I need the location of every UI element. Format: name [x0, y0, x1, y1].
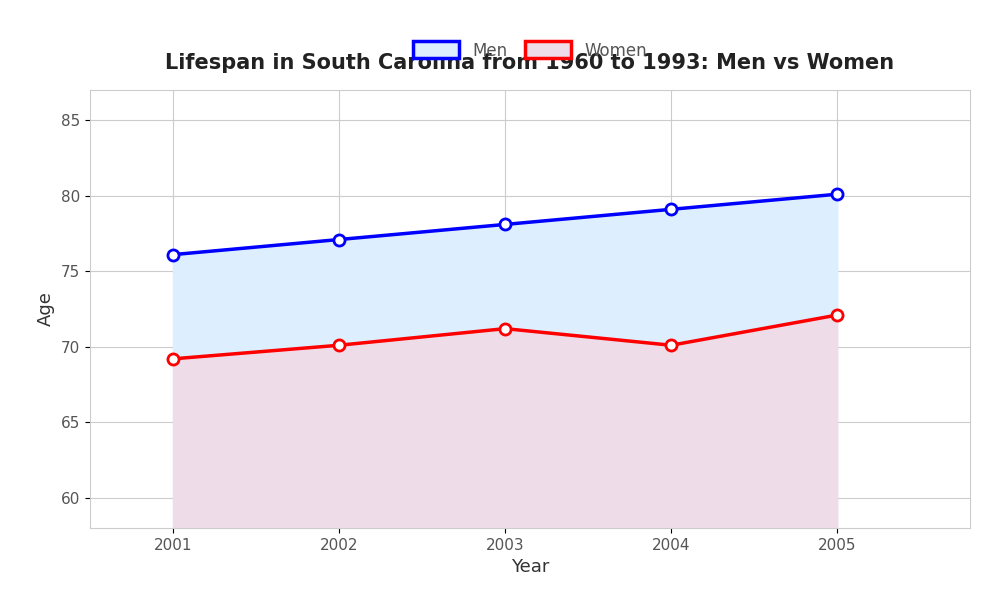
X-axis label: Year: Year: [511, 558, 549, 576]
Y-axis label: Age: Age: [37, 292, 55, 326]
Title: Lifespan in South Carolina from 1960 to 1993: Men vs Women: Lifespan in South Carolina from 1960 to …: [165, 53, 895, 73]
Legend: Men, Women: Men, Women: [413, 41, 647, 59]
